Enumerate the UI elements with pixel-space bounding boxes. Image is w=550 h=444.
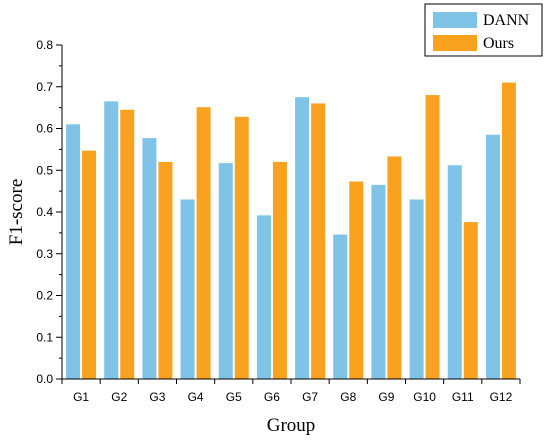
x-tick-label: G8: [340, 390, 356, 404]
bar-dann-g2: [104, 101, 119, 380]
bar-ours-g4: [196, 107, 211, 380]
y-axis-title: F1-score: [6, 179, 27, 245]
bar-dann-g3: [142, 138, 157, 379]
y-tick-label: 0.5: [36, 163, 53, 177]
bar-ours-g12: [501, 82, 516, 379]
bar-dann-g8: [333, 234, 348, 379]
bar-ours-g6: [272, 161, 287, 379]
bar-dann-g6: [256, 215, 271, 379]
bar-dann-g7: [295, 97, 310, 379]
x-tick-label: G4: [188, 390, 204, 404]
x-tick-label: G10: [413, 390, 436, 404]
bar-dann-g11: [447, 165, 462, 379]
y-tick-label: 0.6: [36, 122, 53, 136]
bar-dann-g4: [180, 199, 195, 379]
bar-dann-g1: [66, 124, 81, 379]
bar-dann-g12: [485, 134, 500, 379]
bars-layer: [66, 82, 516, 380]
y-tick-label: 0.1: [36, 330, 53, 344]
x-tick-label: G12: [490, 390, 513, 404]
x-axis-title: Group: [267, 415, 316, 436]
bar-ours-g1: [82, 150, 97, 379]
bar-ours-g10: [425, 95, 440, 379]
x-tick-label: G9: [378, 390, 394, 404]
bar-dann-g10: [409, 199, 424, 379]
x-tick-label: G6: [264, 390, 280, 404]
x-tick-label: G5: [226, 390, 242, 404]
y-tick-label: 0.3: [36, 247, 53, 261]
bar-ours-g11: [463, 222, 478, 379]
bar-dann-g9: [371, 184, 386, 379]
bar-ours-g5: [234, 116, 249, 379]
y-tick-label: 0.8: [36, 38, 53, 52]
bar-ours-g8: [349, 181, 364, 379]
x-tick-label: G11: [452, 390, 474, 404]
legend-label-ours: Ours: [483, 35, 514, 52]
x-tick-label: G3: [149, 390, 165, 404]
bar-ours-g2: [120, 109, 135, 380]
y-tick-label: 0.7: [36, 80, 53, 94]
legend-label-dann: DANN: [483, 12, 530, 29]
y-tick-label: 0.0: [36, 372, 53, 386]
bar-ours-g7: [311, 103, 326, 379]
x-ticks: G1 G2 G3 G4 G5 G6 G7 G8 G9 G10 G11 G12: [61, 379, 521, 404]
bar-dann-g5: [218, 163, 233, 379]
bar-ours-g3: [158, 161, 173, 379]
x-tick-label: G7: [302, 390, 318, 404]
y-tick-label: 0.2: [36, 289, 53, 303]
y-ticks: 0.0 0.1 0.2 0.3 0.4 0.5 0.6 0.7 0.8: [36, 38, 62, 386]
x-tick-label: G1: [73, 390, 89, 404]
x-tick-label: G2: [111, 390, 127, 404]
legend-swatch-ours: [433, 35, 477, 51]
y-tick-label: 0.4: [36, 205, 53, 219]
legend-swatch-dann: [433, 12, 477, 28]
legend: DANN Ours: [424, 3, 543, 57]
bar-ours-g9: [387, 156, 402, 379]
